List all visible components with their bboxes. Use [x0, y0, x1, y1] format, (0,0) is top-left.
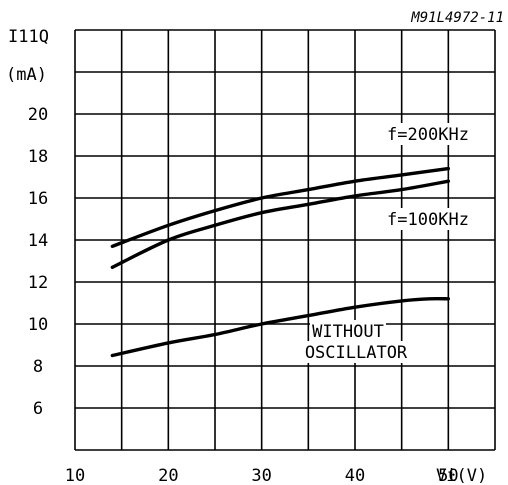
- axis-text: M91L4972-11 I11Q (mA) Vi(V): [6, 10, 504, 485]
- y-axis-unit: (mA): [6, 65, 47, 85]
- x-tick-label: 20: [158, 466, 178, 485]
- series-label-f-200khz-bg: [365, 123, 491, 145]
- y-tick-label: 14: [28, 231, 48, 251]
- curves: [110, 166, 451, 358]
- y-tick-label: 16: [28, 189, 48, 209]
- ticks: 6 8 10 12 14 16 18 20 10 20 30 40 50: [28, 105, 459, 485]
- curve-f-100khz: [110, 179, 451, 269]
- x-tick-label: 50: [438, 466, 458, 485]
- curve-without-oscillator: [110, 296, 451, 358]
- y-tick-label: 18: [28, 147, 48, 167]
- x-axis-label: Vi(V): [436, 466, 487, 485]
- x-tick-label: 10: [65, 466, 85, 485]
- y-axis-label: I11Q: [8, 27, 49, 47]
- x-tick-label: 30: [251, 466, 271, 485]
- grid: [74, 29, 496, 451]
- series-label-without: WITHOUT: [312, 322, 384, 342]
- figure-code: M91L4972-11: [410, 10, 504, 26]
- curve-f-200khz: [110, 166, 451, 248]
- y-tick-label: 8: [33, 357, 43, 377]
- series-label-f-200khz: f=200KHz: [387, 125, 469, 145]
- series-label-oscillator: OSCILLATOR: [305, 343, 408, 363]
- y-tick-label: 20: [28, 105, 48, 125]
- x-tick-label: 40: [345, 466, 365, 485]
- series-label-without-bg: [310, 320, 386, 342]
- y-tick-label: 6: [33, 399, 43, 419]
- series-label-f-100khz-bg: [365, 208, 491, 230]
- y-tick-label: 10: [28, 315, 48, 335]
- series-label-f-100khz: f=100KHz: [387, 210, 469, 230]
- y-tick-label: 12: [28, 273, 48, 293]
- series-label-oscillator-bg: [293, 341, 419, 363]
